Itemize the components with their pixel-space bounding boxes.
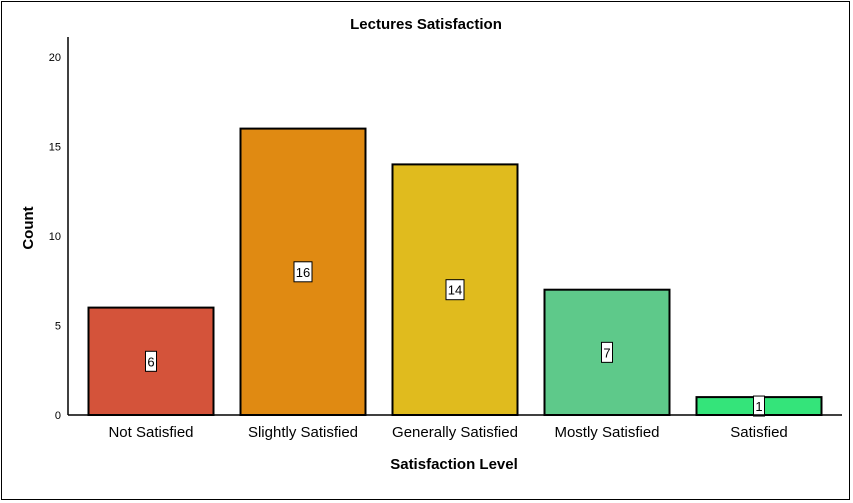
y-tick-label: 0	[55, 410, 61, 422]
bars-group: 6 16 14 7 1	[87, 127, 823, 417]
y-tick-label: 10	[49, 231, 61, 243]
data-label: 7	[603, 345, 610, 360]
data-label-box	[445, 279, 465, 301]
x-category-label: Generally Satisfied	[392, 424, 518, 441]
y-tick-label: 15	[49, 142, 61, 154]
y-tick-label: 5	[55, 321, 61, 333]
data-label: 14	[448, 283, 462, 298]
x-axis-label: Satisfaction Level	[390, 456, 518, 473]
data-label-box	[753, 395, 765, 417]
y-tick-label: 20	[49, 52, 61, 64]
x-categories-group: Not Satisfied Slightly Satisfied Generally…	[108, 424, 787, 441]
data-label-box	[293, 261, 313, 283]
x-category-label: Satisfied	[730, 424, 788, 441]
chart-title: Lectures Satisfaction	[350, 16, 502, 33]
data-label-box	[601, 341, 613, 363]
data-label: 6	[147, 354, 154, 369]
data-label: 1	[755, 399, 762, 414]
y-axis-label: Count	[20, 206, 37, 249]
data-label-box	[145, 350, 157, 372]
data-label: 16	[296, 265, 310, 280]
y-ticks-group: 0 5 10 15 20	[49, 52, 61, 422]
x-category-label: Not Satisfied	[108, 424, 193, 441]
x-category-label: Slightly Satisfied	[248, 424, 358, 441]
x-category-label: Mostly Satisfied	[554, 424, 659, 441]
